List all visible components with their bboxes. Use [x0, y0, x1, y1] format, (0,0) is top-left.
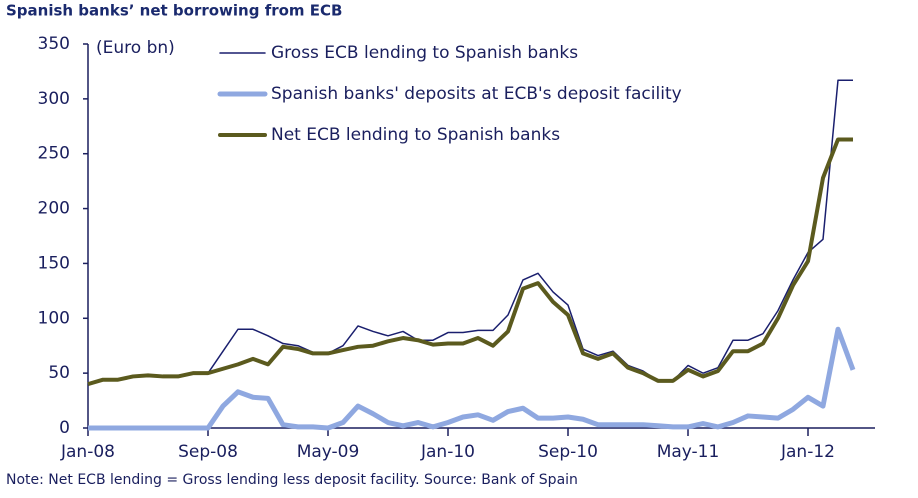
x-tick-label: Jan-08 — [60, 442, 115, 462]
legend-label: Spanish banks' deposits at ECB's deposit… — [271, 84, 682, 104]
y-tick-label: 250 — [38, 144, 70, 164]
series-line — [87, 137, 853, 387]
y-tick-label: 0 — [59, 418, 70, 438]
chart-title: Spanish banks’ net borrowing from ECB — [6, 2, 342, 20]
y-axis-label: (Euro bn) — [96, 38, 175, 58]
y-tick-label: 300 — [38, 89, 70, 109]
y-tick-label: 150 — [38, 253, 70, 273]
x-tick-label: May-09 — [297, 442, 360, 462]
y-tick-label: 350 — [38, 34, 70, 54]
x-tick-label: Jan-10 — [420, 442, 475, 462]
note: Note: Net ECB lending = Gross lending le… — [6, 472, 578, 488]
legend-label: Gross ECB lending to Spanish banks — [271, 43, 578, 63]
x-tick-label: Sep-10 — [538, 442, 598, 462]
x-tick-label: May-11 — [657, 442, 720, 462]
y-tick-label: 200 — [38, 199, 70, 219]
series-line — [87, 79, 853, 385]
x-tick-label: Sep-08 — [178, 442, 238, 462]
x-tick-label: Jan-12 — [780, 442, 835, 462]
series-line — [88, 326, 856, 431]
y-tick-label: 100 — [38, 308, 70, 328]
y-tick-label: 50 — [48, 363, 70, 383]
legend-label: Net ECB lending to Spanish banks — [271, 125, 560, 145]
